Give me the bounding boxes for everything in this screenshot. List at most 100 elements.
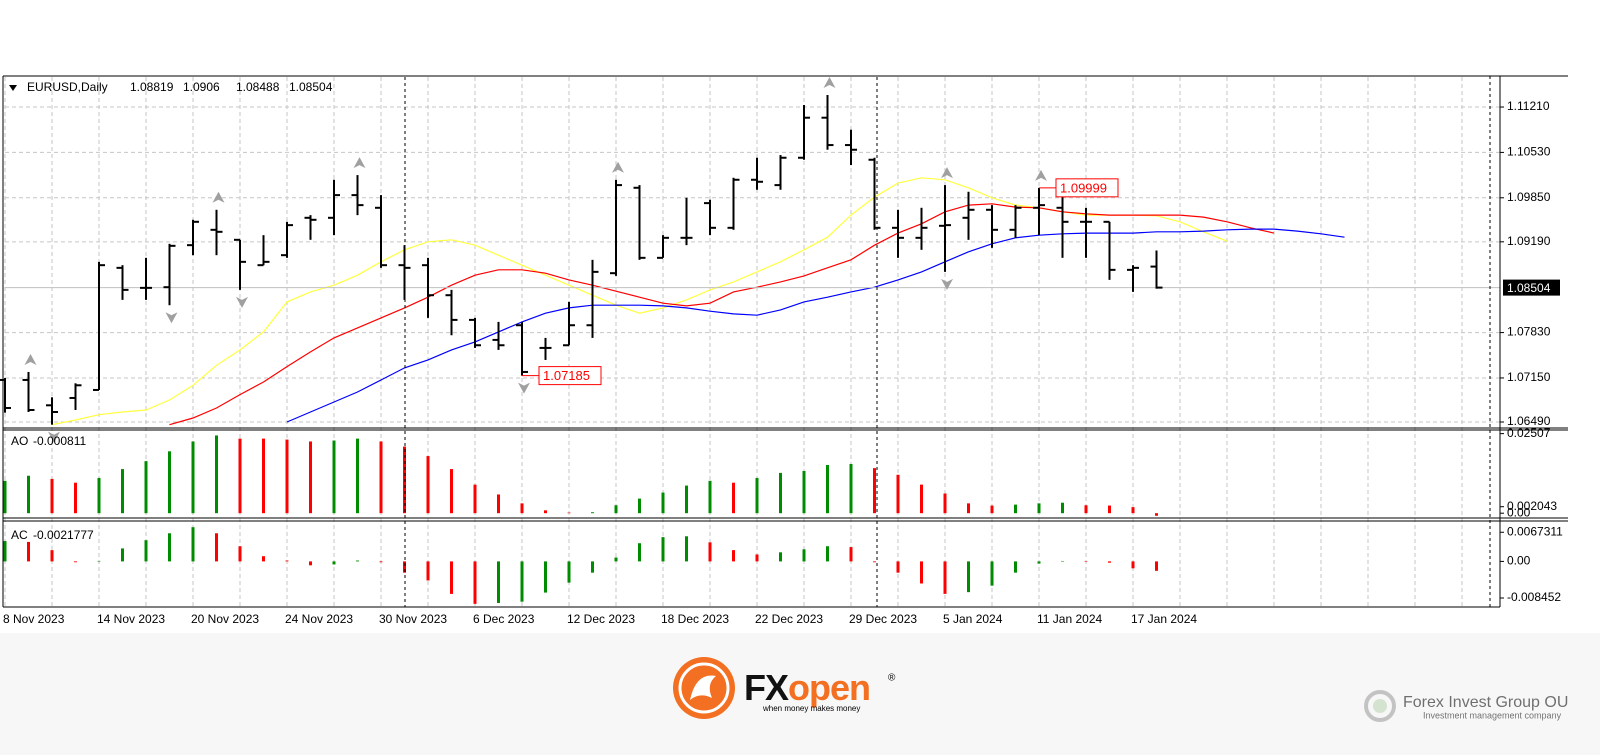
histogram-bar bbox=[3, 541, 7, 562]
histogram-bar bbox=[661, 537, 665, 562]
histogram-bar bbox=[426, 561, 430, 581]
histogram-bar bbox=[121, 548, 124, 562]
watermark-icon bbox=[1364, 690, 1396, 722]
histogram-bar bbox=[708, 480, 712, 514]
x-tick-label: 14 Nov 2023 bbox=[97, 612, 165, 626]
histogram-bar bbox=[379, 441, 383, 514]
collapse-icon[interactable] bbox=[9, 85, 17, 91]
y-tick-label: 1.07150 bbox=[1507, 370, 1551, 384]
histogram-bar bbox=[1037, 503, 1041, 514]
histogram-bar bbox=[520, 503, 524, 514]
histogram-bar bbox=[191, 441, 195, 514]
moving-average-line bbox=[51, 177, 1228, 426]
plot-area: 8 Nov 2023 14 Nov 2023 20 Nov 2023 24 Nov 2… bbox=[0, 77, 1563, 626]
histogram-bar bbox=[567, 512, 571, 514]
histogram-bar bbox=[1014, 504, 1017, 514]
x-tick-label: 6 Dec 2023 bbox=[473, 612, 535, 626]
histogram-bar bbox=[967, 503, 970, 514]
x-tick-label: 18 Dec 2023 bbox=[661, 612, 729, 626]
histogram-bar bbox=[262, 438, 265, 514]
current-price-label: 1.08504 bbox=[1507, 281, 1551, 295]
histogram-bar bbox=[896, 474, 900, 514]
histogram-bar bbox=[3, 480, 7, 514]
price-label: 1.07185 bbox=[543, 368, 590, 383]
histogram-bar bbox=[332, 561, 336, 565]
histogram-bar bbox=[1084, 561, 1088, 562]
histogram-bar bbox=[873, 561, 876, 563]
histogram-bar bbox=[97, 560, 101, 562]
histogram-bar bbox=[943, 561, 947, 594]
histogram-bar bbox=[309, 561, 312, 566]
footer-background bbox=[0, 633, 1600, 755]
chart-title: EURUSD,Daily bbox=[27, 80, 108, 94]
fractal-up bbox=[1035, 169, 1047, 181]
histogram-bar bbox=[1108, 505, 1111, 514]
logo-suffix: open bbox=[788, 667, 870, 708]
fractal-down bbox=[518, 382, 530, 394]
histogram-bar bbox=[896, 561, 900, 573]
y-tick-label: 1.09850 bbox=[1507, 190, 1551, 204]
histogram-bar bbox=[873, 468, 876, 514]
y-tick-label: 0.00 bbox=[1507, 505, 1531, 519]
histogram-bar bbox=[426, 456, 430, 514]
histogram-bar bbox=[708, 542, 712, 562]
background bbox=[0, 0, 1600, 633]
histogram-bar bbox=[567, 561, 571, 583]
logo-ring bbox=[678, 662, 730, 714]
histogram-bar bbox=[732, 482, 735, 514]
histogram-bar bbox=[450, 469, 453, 514]
y-tick-label: -0.008452 bbox=[1507, 590, 1561, 604]
y-tick-label: 0.02507 bbox=[1507, 426, 1551, 440]
histogram-bar bbox=[849, 547, 853, 562]
y-tick-label: 1.11210 bbox=[1507, 99, 1550, 113]
histogram-bar bbox=[215, 435, 218, 514]
histogram-bar bbox=[826, 546, 829, 562]
histogram-bar bbox=[168, 451, 171, 514]
histogram-bar bbox=[50, 550, 54, 562]
histogram-bar bbox=[191, 527, 195, 562]
header-low: 1.08488 bbox=[236, 80, 280, 94]
histogram-bar bbox=[755, 554, 759, 562]
y-tick-label: 1.07830 bbox=[1507, 325, 1551, 339]
fractal-up bbox=[823, 77, 836, 89]
x-tick-label: 30 Nov 2023 bbox=[379, 612, 447, 626]
header-high: 1.0906 bbox=[183, 80, 220, 94]
histogram-bar bbox=[309, 441, 312, 514]
x-tick-label: 20 Nov 2023 bbox=[191, 612, 259, 626]
histogram-bar bbox=[1014, 561, 1017, 573]
histogram-bar bbox=[27, 541, 30, 562]
indicator-name: AO bbox=[11, 434, 28, 448]
histogram-bar bbox=[779, 472, 782, 514]
histogram-bar bbox=[144, 540, 148, 562]
histogram-bar bbox=[497, 494, 500, 514]
y-tick-label: 1.10530 bbox=[1507, 145, 1551, 159]
logo-tagline: when money makes money bbox=[762, 704, 860, 713]
histogram-bar bbox=[1155, 513, 1158, 516]
histogram-bar bbox=[1037, 561, 1041, 564]
histogram-bar bbox=[685, 485, 688, 514]
fractal-down bbox=[236, 296, 248, 308]
fractal-up bbox=[24, 353, 37, 365]
histogram-bar bbox=[473, 561, 477, 604]
histogram-bar bbox=[74, 561, 77, 563]
price-label: 1.09999 bbox=[1060, 180, 1107, 195]
logo: FXopen ® when money makes money bbox=[673, 657, 896, 719]
histogram-bar bbox=[967, 561, 970, 593]
x-tick-label: 11 Jan 2024 bbox=[1037, 612, 1102, 626]
histogram-bar bbox=[990, 505, 994, 514]
logo-prefix: FX bbox=[744, 667, 789, 708]
logo-dragon bbox=[690, 675, 716, 700]
histogram-bar bbox=[1131, 507, 1135, 514]
header-close: 1.08504 bbox=[289, 80, 333, 94]
logo-text: FXopen bbox=[744, 667, 870, 708]
indicator-value: -0.0021777 bbox=[33, 528, 94, 542]
x-tick-label: 24 Nov 2023 bbox=[285, 612, 353, 626]
histogram-bar bbox=[755, 477, 759, 514]
watermark-icon-core bbox=[1373, 699, 1387, 713]
histogram-bar bbox=[802, 549, 806, 562]
fractal-down bbox=[941, 278, 953, 290]
y-tick-label: 1.06490 bbox=[1507, 414, 1551, 428]
histogram-bar bbox=[74, 482, 77, 514]
histogram-bar bbox=[262, 556, 265, 562]
histogram-bar bbox=[450, 561, 453, 594]
